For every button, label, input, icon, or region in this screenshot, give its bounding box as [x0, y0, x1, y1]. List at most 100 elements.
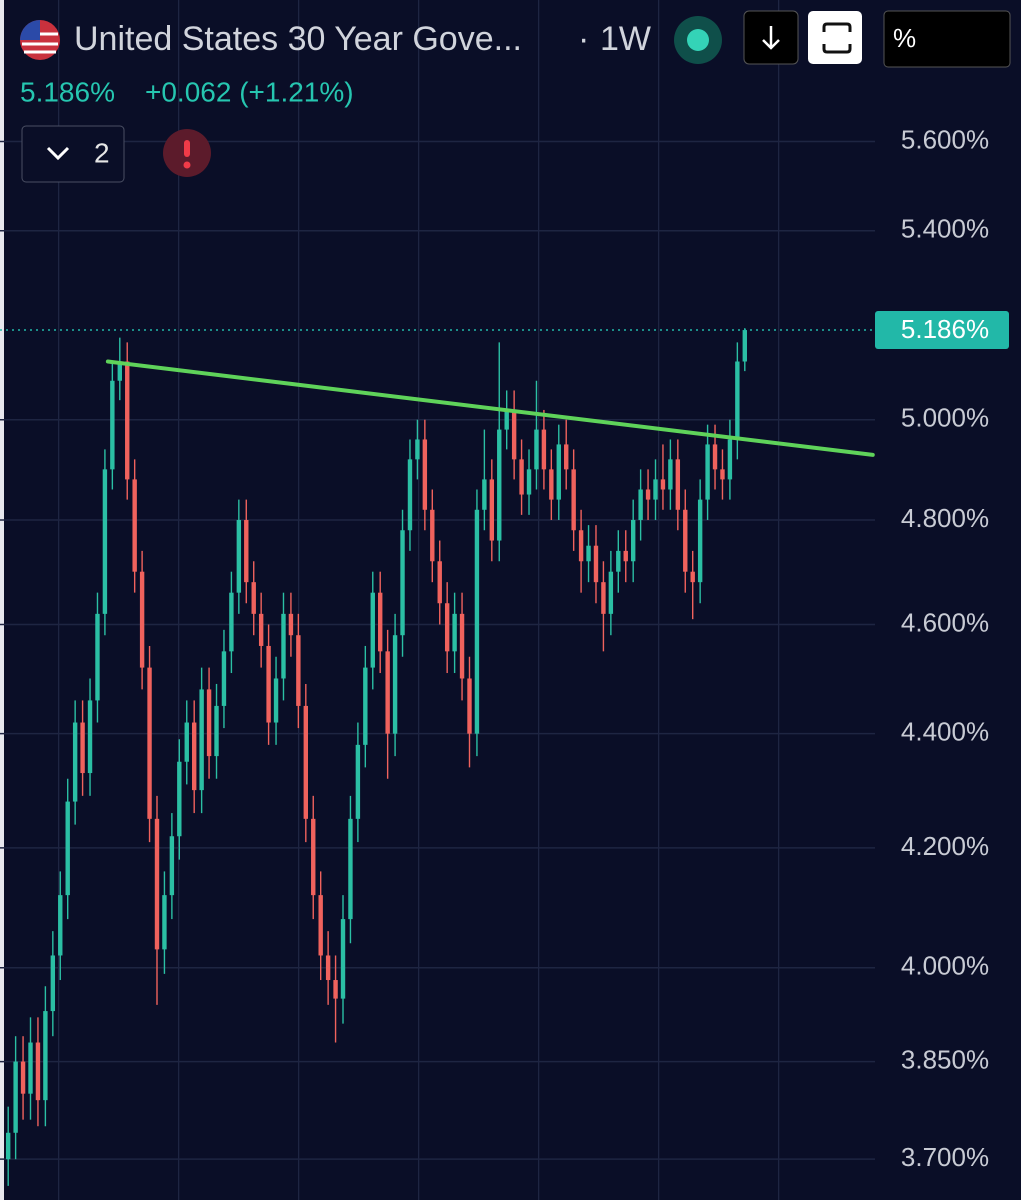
candle-body [348, 818, 353, 920]
candle-body [645, 489, 651, 500]
header: United States 30 Year Gove... · 1W % 5.1… [20, 10, 1011, 183]
candle-body [519, 459, 524, 495]
candle-body [422, 439, 428, 510]
time-grid [0, 0, 875, 1200]
candle-body [311, 818, 316, 896]
candle-body [720, 469, 725, 480]
candle-body [169, 836, 175, 896]
candle-body [43, 1011, 48, 1101]
candle-body [623, 550, 628, 562]
candle-body [370, 592, 375, 668]
candle-body [586, 545, 591, 562]
unit-label: % [893, 23, 916, 53]
candle-body [378, 592, 383, 652]
candle-body [13, 1061, 18, 1133]
candle-body [511, 409, 517, 460]
candle-body [712, 444, 718, 470]
candle-body [154, 818, 160, 950]
candle-body [102, 469, 108, 614]
candle-body [221, 651, 227, 706]
fullscreen-icon [822, 22, 852, 54]
warning-bar [184, 140, 190, 157]
candle-body [660, 479, 666, 490]
unit-box[interactable] [883, 10, 1011, 68]
candle-body [20, 1061, 26, 1094]
candle-body [281, 613, 286, 679]
candle-body [162, 895, 167, 950]
candle-body [147, 667, 152, 819]
candle-body [340, 919, 346, 999]
y-tick-label: 5.000% [901, 403, 989, 433]
candle-body [258, 613, 264, 646]
warning-dot [183, 161, 191, 169]
candle-body [87, 700, 93, 774]
candle-body [184, 722, 189, 762]
candle-body [95, 613, 100, 701]
candle-body [638, 489, 643, 520]
candle-body [236, 519, 242, 593]
candle-body [35, 1042, 41, 1101]
price: 5.186% [20, 76, 115, 107]
y-tick-label: 5.600% [901, 124, 989, 154]
candle-body [467, 678, 472, 734]
candle-body [675, 459, 681, 510]
interval[interactable]: 1W [600, 20, 651, 58]
candle-body [497, 429, 502, 541]
y-tick-label: 3.700% [901, 1142, 989, 1172]
candle-body [333, 980, 338, 999]
candle-body [266, 645, 271, 723]
candle-body [125, 361, 130, 480]
y-tick-label: 4.200% [901, 831, 989, 861]
candle-body [80, 722, 85, 774]
candle-body [58, 895, 63, 956]
candle-body [199, 689, 204, 791]
candle-body [325, 955, 331, 981]
candle-body [296, 635, 301, 706]
candle-body [534, 429, 539, 470]
separator: · [578, 20, 589, 58]
candle-body [444, 603, 450, 652]
last-price-label: 5.186% [901, 314, 989, 344]
candle-body [742, 330, 747, 362]
indicators-toggle[interactable] [21, 125, 125, 183]
screen-edge [0, 0, 4, 1200]
indicators-count: 2 [94, 137, 110, 168]
candle-body [139, 571, 145, 668]
candle-body [28, 1042, 33, 1094]
candle-body [437, 561, 442, 604]
candle-body [482, 479, 487, 510]
change: +0.062 (+1.21%) [145, 76, 354, 107]
candle-body [549, 469, 554, 500]
candle-body [526, 469, 532, 495]
candle-body [363, 667, 368, 745]
candle-body [593, 545, 599, 583]
candle-body [556, 444, 561, 500]
candle-body [630, 519, 636, 562]
candle-body [608, 571, 614, 614]
download-icon [762, 26, 780, 50]
candle-body [50, 955, 56, 1012]
candle-body [415, 439, 420, 460]
candle-body [697, 499, 703, 583]
candle-body [251, 582, 256, 614]
candle-body [117, 361, 122, 381]
candle-body [452, 613, 457, 652]
candle-body [318, 895, 323, 956]
candle-body [430, 509, 435, 562]
status-dot [687, 29, 709, 51]
y-tick-label: 4.000% [901, 951, 989, 981]
candle-body [355, 744, 361, 819]
candle-body [616, 550, 621, 572]
candle-body [653, 479, 658, 500]
candle-body [727, 439, 733, 480]
candle-body [385, 651, 390, 734]
fullscreen-button[interactable] [808, 11, 862, 64]
candle-body [72, 722, 78, 802]
candle-body [668, 459, 673, 490]
last-price-tag [875, 311, 1009, 350]
symbol-title[interactable]: United States 30 Year Gove... [74, 20, 522, 58]
candle-body [392, 635, 398, 734]
candle-body [244, 519, 249, 583]
